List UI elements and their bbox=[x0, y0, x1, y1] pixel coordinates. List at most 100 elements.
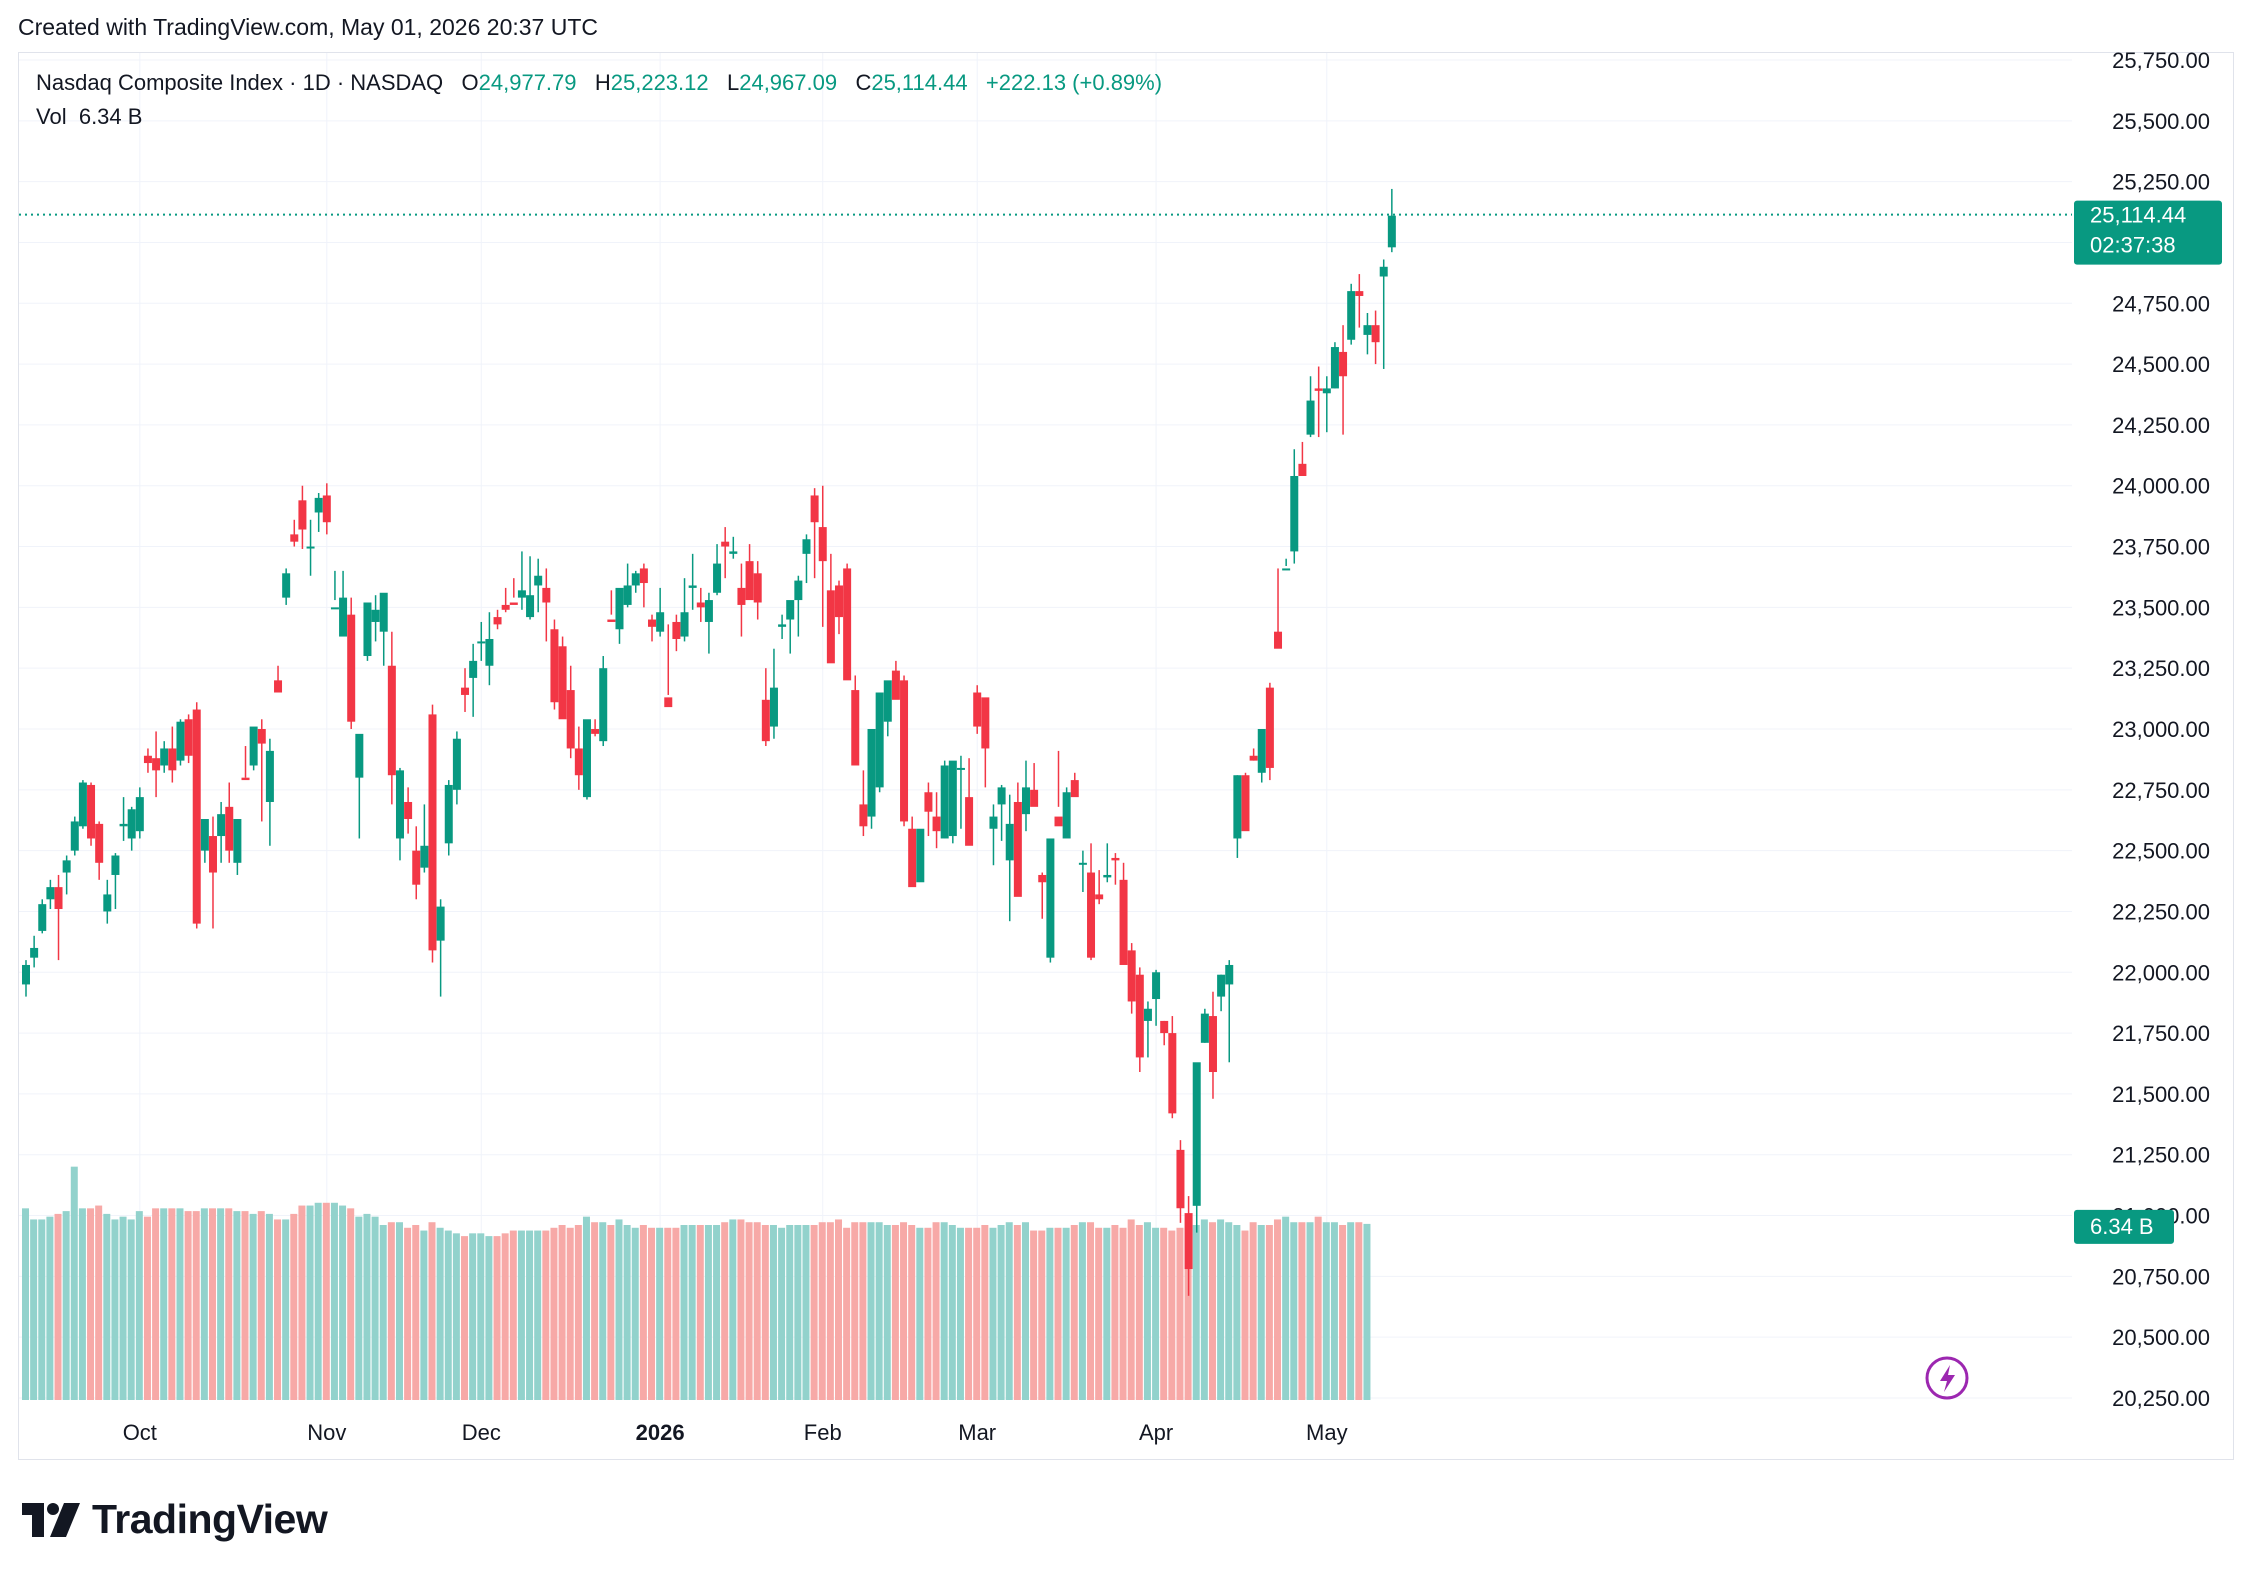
candle bbox=[111, 853, 120, 910]
y-tick-label: 23,500.00 bbox=[2112, 595, 2210, 620]
volume-bar bbox=[550, 1227, 558, 1400]
volume-bar bbox=[111, 1219, 119, 1400]
candle-body bbox=[135, 797, 144, 832]
candle-body bbox=[87, 784, 96, 839]
candle-body bbox=[997, 787, 1006, 805]
volume-bar bbox=[274, 1219, 282, 1400]
candle-body bbox=[176, 721, 185, 761]
legend-h-label: H bbox=[594, 70, 611, 95]
volume-bar bbox=[1103, 1227, 1111, 1400]
volume-bar bbox=[664, 1227, 672, 1400]
candle-body bbox=[1330, 347, 1339, 389]
volume-bar bbox=[1233, 1225, 1241, 1400]
candle-body bbox=[1290, 475, 1299, 552]
candle-body bbox=[314, 497, 323, 513]
lightning-icon[interactable] bbox=[1925, 1356, 1969, 1400]
y-tick-label: 23,250.00 bbox=[2112, 656, 2210, 681]
volume-bar bbox=[452, 1233, 460, 1400]
candle bbox=[233, 819, 242, 875]
volume-bar bbox=[1143, 1222, 1151, 1400]
volume-bar bbox=[135, 1211, 143, 1400]
candle-body bbox=[688, 585, 697, 588]
candle-body bbox=[1054, 816, 1063, 827]
x-tick-label: Feb bbox=[804, 1420, 842, 1445]
candle bbox=[517, 551, 526, 610]
y-tick-label: 21,750.00 bbox=[2112, 1021, 2210, 1046]
candle-body bbox=[347, 614, 356, 722]
volume-bar bbox=[412, 1225, 420, 1400]
candle bbox=[330, 570, 339, 610]
candle-body bbox=[1257, 729, 1266, 773]
candle bbox=[371, 595, 380, 642]
volume-bar bbox=[810, 1225, 818, 1400]
candle-body bbox=[363, 602, 372, 657]
candle bbox=[664, 624, 673, 708]
candle-body bbox=[973, 692, 982, 727]
candle bbox=[95, 821, 104, 880]
candle-body bbox=[428, 714, 437, 951]
candle-body bbox=[574, 748, 583, 776]
candle bbox=[54, 874, 63, 961]
legend-title: Nasdaq Composite Index · 1D · NASDAQ bbox=[36, 70, 444, 95]
volume-bar bbox=[1298, 1222, 1306, 1400]
candle bbox=[1265, 682, 1274, 781]
volume-bar bbox=[566, 1227, 574, 1400]
candle bbox=[713, 544, 722, 596]
candle bbox=[152, 731, 161, 798]
candle bbox=[916, 828, 925, 883]
candle bbox=[761, 668, 770, 747]
y-tick-label: 22,500.00 bbox=[2112, 839, 2210, 864]
tradingview-logo[interactable]: TradingView bbox=[22, 1496, 328, 1543]
volume-bar bbox=[1111, 1225, 1119, 1400]
volume-bar bbox=[835, 1219, 842, 1400]
volume-bar bbox=[306, 1205, 314, 1400]
candle bbox=[493, 609, 502, 630]
candle-body bbox=[778, 624, 787, 627]
candle-body bbox=[769, 687, 778, 727]
volume-bar bbox=[526, 1230, 534, 1400]
candle-body bbox=[241, 777, 250, 781]
volume-bar bbox=[152, 1208, 160, 1400]
candle bbox=[282, 568, 291, 605]
candle bbox=[1314, 366, 1323, 438]
volume-bar bbox=[607, 1225, 615, 1400]
candle bbox=[1322, 376, 1331, 433]
candle bbox=[574, 726, 583, 790]
chart-frame[interactable] bbox=[18, 52, 2234, 1460]
candle bbox=[38, 899, 47, 934]
candlestick-chart[interactable]: 20,250.0020,500.0020,750.0021,000.0021,2… bbox=[0, 0, 2252, 1470]
volume-bar bbox=[501, 1233, 509, 1400]
volume-bar bbox=[916, 1227, 924, 1400]
candle-body bbox=[436, 906, 445, 941]
candle-body bbox=[745, 561, 754, 601]
volume-bar bbox=[1249, 1222, 1257, 1400]
candle-body bbox=[940, 765, 949, 839]
candle-body bbox=[1282, 568, 1291, 571]
candle-body bbox=[932, 816, 941, 832]
volume-bar bbox=[1021, 1222, 1029, 1400]
candle bbox=[956, 755, 965, 829]
volume-bar bbox=[22, 1208, 29, 1400]
volume-legend-label: Vol bbox=[36, 104, 67, 129]
candle bbox=[1192, 1062, 1201, 1233]
candle bbox=[70, 816, 79, 856]
candle-body bbox=[1298, 463, 1307, 476]
volume-bar bbox=[265, 1213, 273, 1400]
volume-bar bbox=[95, 1205, 103, 1400]
candle bbox=[786, 600, 795, 654]
candle-body bbox=[78, 782, 87, 827]
candle bbox=[607, 590, 616, 622]
price-axis: 20,250.0020,500.0020,750.0021,000.0021,2… bbox=[2112, 48, 2210, 1411]
candle bbox=[1119, 862, 1128, 965]
candle bbox=[542, 568, 551, 642]
candle-body bbox=[802, 539, 811, 554]
candle bbox=[550, 619, 559, 710]
volume-bar bbox=[257, 1211, 265, 1400]
candle bbox=[1355, 274, 1364, 328]
volume-bar bbox=[192, 1211, 200, 1400]
candle-body bbox=[217, 814, 226, 837]
last-price-badge: 25,114.44 02:37:38 bbox=[2074, 200, 2222, 265]
candle-body bbox=[1217, 974, 1226, 997]
y-tick-label: 23,750.00 bbox=[2112, 535, 2210, 560]
candle-body bbox=[981, 697, 990, 749]
